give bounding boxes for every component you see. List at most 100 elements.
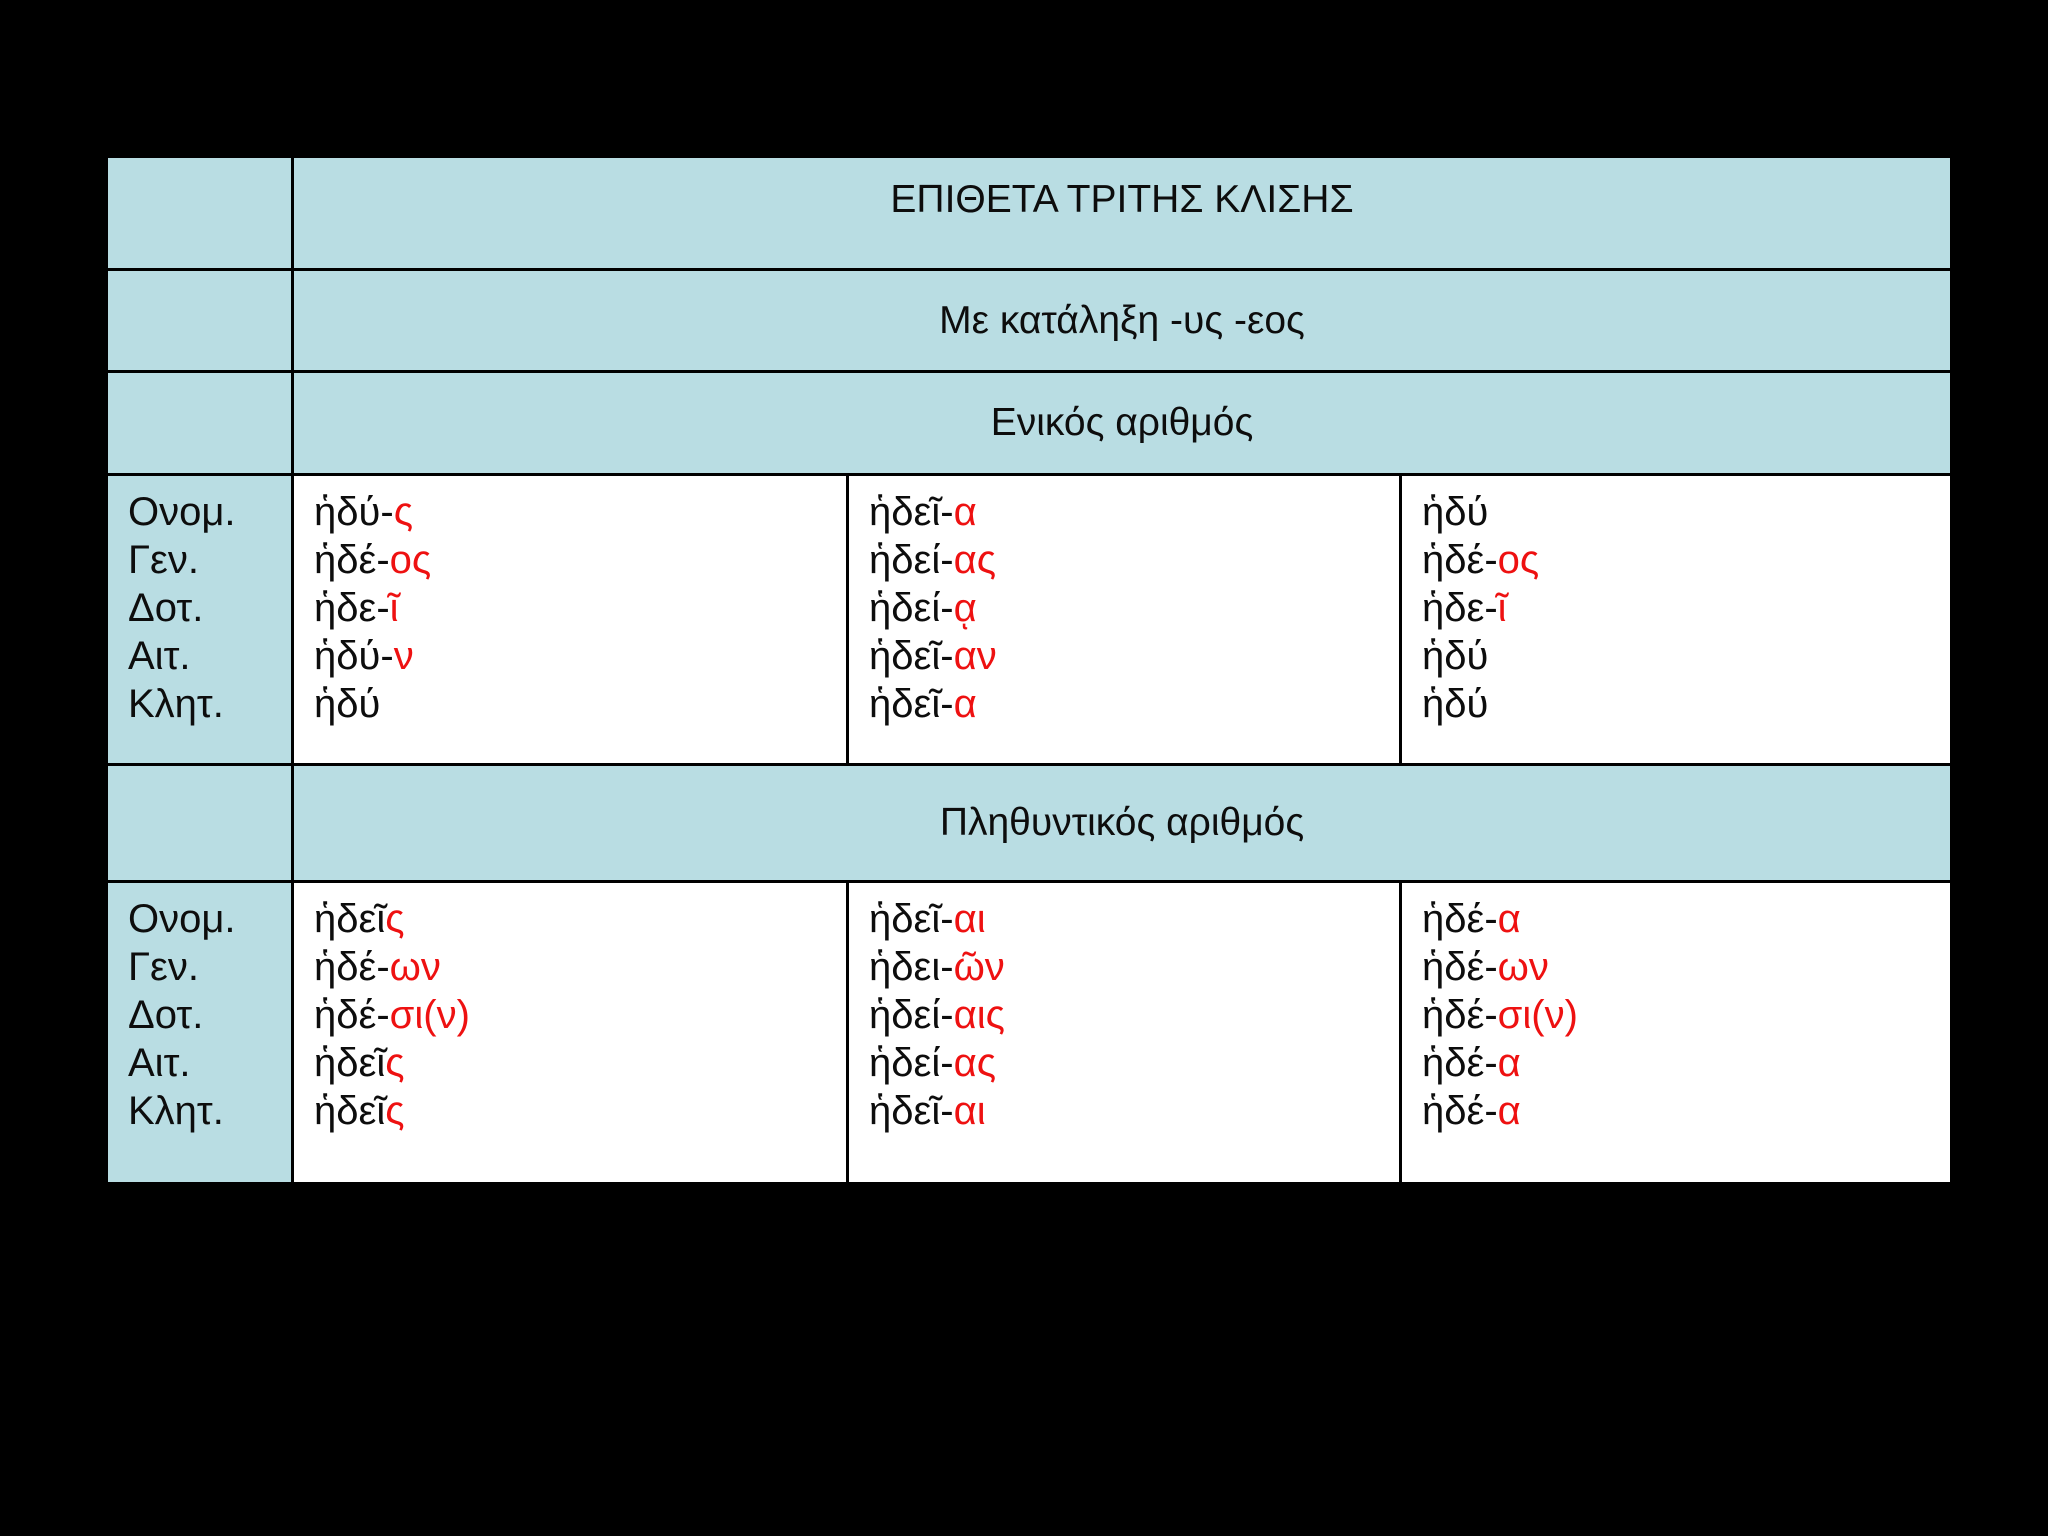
form: ἡδεῖ-αι <box>869 895 1399 943</box>
form-stem: ἡδεί- <box>869 538 954 582</box>
form-stem: ἡδεί- <box>869 586 954 630</box>
form: ἡδύ-ς <box>314 488 846 536</box>
form-ending: ς <box>385 1041 405 1085</box>
form: ἡδει-ῶν <box>869 943 1399 991</box>
ending-subtitle-text: Με κατάληξη -υς -εος <box>939 298 1305 342</box>
form: ἡδέ-ος <box>1422 536 1950 584</box>
form: ἡδέ-α <box>1422 895 1950 943</box>
plural-feminine-column: ἡδεῖ-αι ἡδει-ῶν ἡδεί-αις ἡδεί-ας ἡδεῖ-αι <box>849 883 1399 1182</box>
form-ending: ων <box>389 945 441 989</box>
form-ending: σι(ν) <box>1497 993 1578 1037</box>
form-stem: ἡδύ <box>1422 634 1489 678</box>
form-stem: ἡδεῖ- <box>869 897 954 941</box>
form-ending: ῖ <box>1497 586 1507 630</box>
form-stem: ἡδέ- <box>314 945 390 989</box>
plural-heading: Πληθυντικός αριθμός <box>294 766 1950 880</box>
form-stem: ἡδεί- <box>869 993 954 1037</box>
plural-neuter-column: ἡδέ-α ἡδέ-ων ἡδέ-σι(ν) ἡδέ-α ἡδέ-α <box>1402 883 1950 1182</box>
form-stem: ἡδεῖ- <box>869 1089 954 1133</box>
form: ἡδεῖς <box>314 1087 846 1135</box>
form: ἡδε-ῖ <box>1422 584 1950 632</box>
form-ending: α <box>1497 1089 1521 1133</box>
form: ἡδεί-ας <box>869 1039 1399 1087</box>
form-stem: ἡδέ- <box>1422 1041 1498 1085</box>
form-stem: ἡδύ <box>1422 682 1489 726</box>
form-stem: ἡδέ- <box>1422 897 1498 941</box>
form-stem: ἡδε- <box>314 586 390 630</box>
ending-subtitle: Με κατάληξη -υς -εος <box>294 271 1950 370</box>
case-label: Γεν. <box>128 945 199 989</box>
form: ἡδεί-ᾳ <box>869 584 1399 632</box>
form-stem: ἡδει- <box>869 945 954 989</box>
form: ἡδέ-α <box>1422 1087 1950 1135</box>
form-stem: ἡδέ- <box>314 993 390 1037</box>
form-stem: ἡδύ <box>1422 490 1489 534</box>
form: ἡδύ <box>1422 488 1950 536</box>
empty-corner-cell <box>108 766 291 880</box>
form: ἡδύ <box>314 680 846 728</box>
singular-feminine-column: ἡδεῖ-α ἡδεί-ας ἡδεί-ᾳ ἡδεῖ-αν ἡδεῖ-α <box>849 476 1399 763</box>
form-ending: ος <box>1497 538 1540 582</box>
form: ἡδεῖ-α <box>869 488 1399 536</box>
form: ἡδύ <box>1422 632 1950 680</box>
singular-heading-text: Ενικός αριθμός <box>990 401 1254 444</box>
case-label: Ονομ. <box>128 897 236 941</box>
case-labels-singular: Ονομ. Γεν. Δοτ. Αιτ. Κλητ. <box>108 476 291 763</box>
form-ending: α <box>953 682 977 726</box>
plural-heading-text: Πληθυντικός αριθμός <box>939 801 1305 844</box>
form: ἡδεῖ-αι <box>869 1087 1399 1135</box>
form: ἡδεῖ-α <box>869 680 1399 728</box>
form-stem: ἡδεῖ- <box>869 682 954 726</box>
form-ending: σι(ν) <box>389 993 470 1037</box>
table-title-text: ΕΠΙΘΕΤΑ ΤΡΙΤΗΣ ΚΛΙΣΗΣ <box>890 178 1354 221</box>
form-ending: α <box>1497 1041 1521 1085</box>
declension-table: ΕΠΙΘΕΤΑ ΤΡΙΤΗΣ ΚΛΙΣΗΣ Με κατάληξη -υς -ε… <box>105 155 1953 1185</box>
form-stem: ἡδεί- <box>869 1041 954 1085</box>
form-stem: ἡδέ- <box>1422 993 1498 1037</box>
form-stem: ἡδε- <box>1422 586 1498 630</box>
singular-masculine-column: ἡδύ-ς ἡδέ-ος ἡδε-ῖ ἡδύ-ν ἡδύ <box>294 476 846 763</box>
empty-corner-cell <box>108 158 291 268</box>
form-stem: ἡδεῖ- <box>869 634 954 678</box>
form-ending: ῖ <box>389 586 399 630</box>
case-labels-plural: Ονομ. Γεν. Δοτ. Αιτ. Κλητ. <box>108 883 291 1182</box>
form-stem: ἡδέ- <box>314 538 390 582</box>
form-stem: ἡδεῖ <box>314 897 386 941</box>
form-ending: ας <box>953 1041 996 1085</box>
form-ending: αν <box>953 634 997 678</box>
form-stem: ἡδέ- <box>1422 1089 1498 1133</box>
form-ending: αις <box>953 993 1005 1037</box>
form-stem: ἡδέ- <box>1422 538 1498 582</box>
case-label: Κλητ. <box>128 1089 224 1133</box>
form: ἡδέ-ος <box>314 536 846 584</box>
form-stem: ἡδύ- <box>314 490 394 534</box>
form: ἡδεί-αις <box>869 991 1399 1039</box>
form: ἡδε-ῖ <box>314 584 846 632</box>
case-label: Γεν. <box>128 538 199 582</box>
form: ἡδέ-σι(ν) <box>314 991 846 1039</box>
table-title: ΕΠΙΘΕΤΑ ΤΡΙΤΗΣ ΚΛΙΣΗΣ <box>294 158 1950 268</box>
case-label: Δοτ. <box>128 586 204 630</box>
empty-corner-cell <box>108 271 291 370</box>
form-ending: αι <box>953 897 986 941</box>
case-label: Αιτ. <box>128 634 191 678</box>
case-label: Δοτ. <box>128 993 204 1037</box>
form-ending: α <box>953 490 977 534</box>
form: ἡδέ-ων <box>1422 943 1950 991</box>
form-ending: ς <box>385 897 405 941</box>
form-ending: ος <box>389 538 432 582</box>
case-label: Αιτ. <box>128 1041 191 1085</box>
form-stem: ἡδεῖ <box>314 1041 386 1085</box>
singular-neuter-column: ἡδύ ἡδέ-ος ἡδε-ῖ ἡδύ ἡδύ <box>1402 476 1950 763</box>
form-ending: ν <box>393 634 414 678</box>
form-ending: ας <box>953 538 996 582</box>
form: ἡδέ-α <box>1422 1039 1950 1087</box>
form: ἡδύ-ν <box>314 632 846 680</box>
form-stem: ἡδύ- <box>314 634 394 678</box>
form: ἡδεῖς <box>314 1039 846 1087</box>
form-ending: ῶν <box>953 945 1005 989</box>
form-ending: ς <box>393 490 413 534</box>
empty-corner-cell <box>108 373 291 473</box>
form: ἡδεῖ-αν <box>869 632 1399 680</box>
form-stem: ἡδεῖ <box>314 1089 386 1133</box>
